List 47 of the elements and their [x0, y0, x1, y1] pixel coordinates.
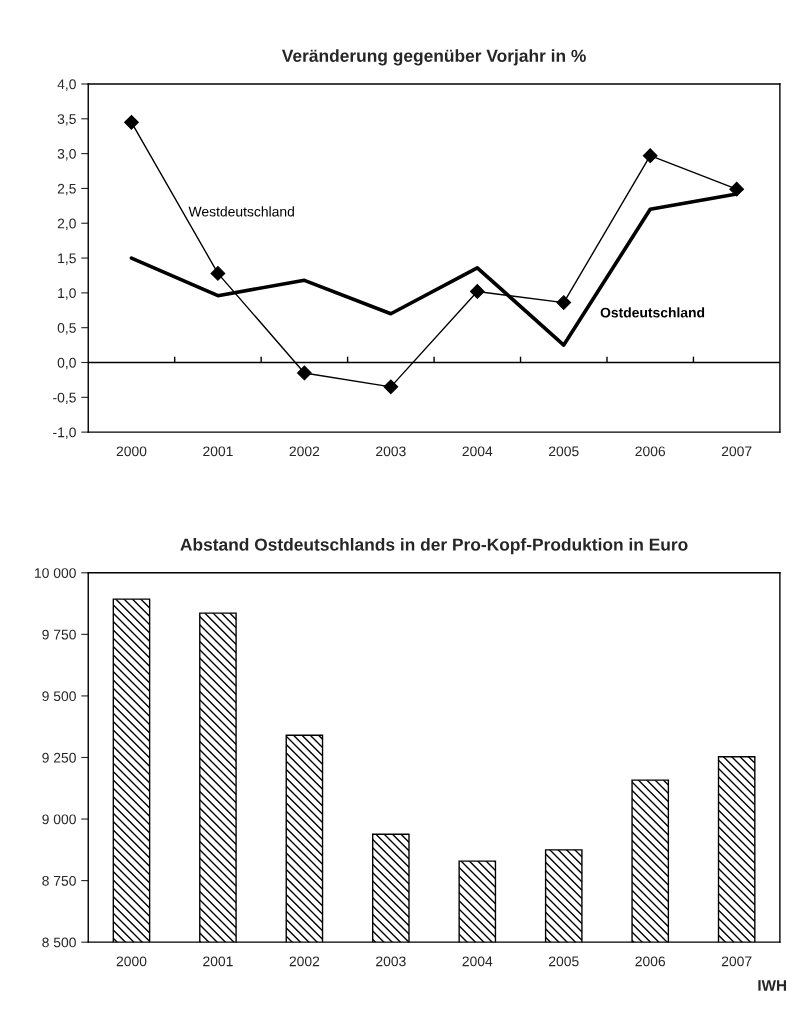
x-tick-label: 2004 — [462, 446, 493, 457]
chart-title: Abstand Ostdeutschlands in der Pro-Kopf-Produktion in Euro — [180, 537, 688, 555]
point — [210, 265, 226, 281]
y-tick-label: 8 750 — [42, 875, 76, 886]
x-tick-label: 2000 — [116, 446, 147, 457]
point — [642, 148, 658, 164]
y-tick-label: 9 750 — [42, 629, 76, 640]
x-tick-label: 2003 — [376, 956, 406, 967]
y-tick-label: 3,5 — [57, 114, 76, 126]
y-tick-label: 4,0 — [57, 79, 76, 91]
x-tick-label: 2001 — [203, 446, 233, 457]
x-tick-label: 2000 — [116, 956, 147, 967]
y-tick-label: 1,5 — [58, 253, 76, 265]
x-tick-label: 2007 — [721, 956, 752, 967]
point — [296, 365, 312, 381]
y-tick-label: 0,5 — [57, 323, 76, 335]
y-tick-label: 2,5 — [57, 183, 76, 196]
y-tick-label: 3,0 — [57, 148, 76, 161]
point — [469, 284, 485, 299]
x-tick-label: 2007 — [721, 446, 752, 457]
x-tick-label: 2002 — [289, 956, 320, 967]
y-tick-label: 9 000 — [42, 814, 76, 825]
y-tick-label: -1,0 — [53, 427, 76, 439]
point — [383, 379, 399, 395]
x-tick-label: 2001 — [203, 956, 233, 967]
series-label: Ostdeutschland — [600, 307, 705, 318]
y-tick-label: 9 500 — [42, 691, 76, 702]
y-tick-label: 1,0 — [58, 288, 76, 300]
series-label: Westdeutschland — [188, 206, 294, 217]
point — [729, 181, 745, 197]
x-tick-label: 2005 — [549, 956, 579, 967]
y-tick-label: 10 000 — [35, 568, 76, 578]
y-tick-label: 8 500 — [42, 937, 76, 948]
x-tick-label: 2003 — [376, 446, 406, 457]
text: IWH — [758, 980, 787, 991]
y-tick-label: -0,5 — [53, 392, 76, 405]
chart-title: Veränderung gegenüber Vorjahr in % — [281, 49, 586, 66]
y-tick-label: 2,0 — [57, 218, 76, 231]
x-tick-label: 2006 — [635, 446, 666, 457]
y-tick-label: 9 250 — [42, 752, 76, 763]
point — [556, 295, 572, 311]
x-tick-label: 2002 — [289, 446, 320, 457]
y-tick-label: 0,0 — [57, 357, 76, 370]
x-tick-label: 2004 — [462, 956, 493, 967]
x-tick-label: 2005 — [549, 446, 579, 457]
x-tick-label: 2006 — [635, 956, 666, 967]
point — [124, 114, 139, 130]
